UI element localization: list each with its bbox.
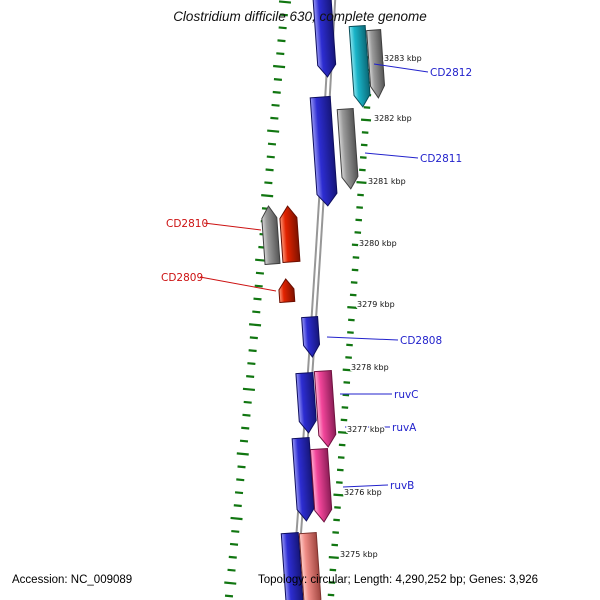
tick-mark	[342, 368, 353, 372]
tick-label: 3276 kbp	[344, 488, 382, 497]
tick-mark	[224, 594, 234, 598]
gene-arrow-ruvb	[291, 436, 315, 522]
tick-label: 3278 kbp	[351, 363, 389, 372]
tick-mark	[333, 493, 344, 497]
gene-arrow-cds-3	[309, 95, 338, 207]
gene-arrow-cd2812	[348, 25, 371, 108]
tick-mark	[276, 52, 285, 56]
tick-label: 3280 kbp	[359, 239, 397, 248]
tick-mark	[254, 284, 263, 288]
tick-mark	[261, 194, 274, 198]
tick-mark	[273, 78, 283, 81]
tick-mark	[239, 439, 249, 443]
label-pointer-line	[364, 152, 419, 159]
tick-label: 3279 kbp	[357, 300, 395, 309]
gene-label-ruvC[interactable]: ruvC	[394, 389, 419, 401]
label-pointer-line	[373, 63, 429, 73]
gene-label-ruvB[interactable]: ruvB	[390, 480, 414, 492]
tick-mark	[351, 243, 362, 247]
gene-arrow-ruvc	[295, 371, 317, 434]
tick-mark	[248, 349, 257, 353]
tick-mark	[278, 26, 287, 30]
gene-arrow-cds-5	[280, 531, 304, 600]
tick-mark	[338, 431, 349, 434]
gene-label-ruvA[interactable]: ruvA	[392, 422, 417, 434]
tick-mark	[231, 529, 240, 533]
status-accession: Accession: NC_009089	[12, 574, 133, 586]
tick-mark	[278, 0, 292, 4]
tick-label: 3282 kbp	[374, 114, 412, 123]
tick-mark	[237, 465, 246, 469]
tick-mark	[243, 400, 252, 404]
backbone-inner-line	[290, 0, 332, 600]
tick-mark	[249, 336, 258, 340]
tick-mark	[242, 387, 256, 392]
label-pointer-line	[199, 276, 277, 292]
tick-label: 3281 kbp	[368, 177, 406, 186]
tick-mark	[267, 129, 280, 133]
tick-mark	[347, 306, 358, 309]
gene-arrow-cds-1	[311, 0, 337, 78]
tick-label: 3283 kbp	[384, 54, 422, 63]
gene-arrow-feat-3	[298, 531, 322, 600]
gene-arrow-feat-2	[309, 447, 333, 523]
tick-mark	[253, 297, 262, 301]
gene-label-CD2812[interactable]: CD2812	[430, 67, 472, 79]
tick-mark	[227, 568, 236, 572]
tick-mark	[242, 413, 251, 417]
gene-label-CD2810[interactable]: CD2810	[166, 218, 208, 230]
tick-mark	[267, 142, 277, 146]
tick-mark	[224, 581, 237, 585]
gene-label-CD2809[interactable]: CD2809	[161, 272, 203, 284]
label-pointer-line	[342, 484, 389, 488]
tick-mark	[279, 13, 288, 17]
gene-arrow-cd2808	[301, 315, 321, 358]
tick-mark	[266, 155, 275, 159]
tick-mark	[264, 181, 273, 185]
tick-mark	[228, 555, 237, 559]
tick-mark	[271, 103, 280, 107]
tick-mark	[247, 362, 256, 366]
tick-mark	[356, 181, 367, 184]
label-pointer-line	[326, 336, 399, 341]
tick-mark	[229, 542, 239, 546]
tick-mark	[277, 39, 286, 43]
gene-label-CD2808[interactable]: CD2808	[400, 335, 442, 347]
backbone-outer-line	[294, 0, 337, 600]
gene-arrow-cd2809	[278, 278, 296, 304]
tick-mark	[265, 168, 274, 172]
gene-arrow-cd2810	[279, 205, 301, 264]
map-title: Clostridium difficile 630, complete geno…	[173, 9, 427, 24]
tick-mark	[246, 375, 255, 378]
tick-mark	[236, 478, 245, 482]
tick-mark	[234, 491, 244, 495]
tick-mark	[272, 90, 281, 94]
tick-mark	[252, 310, 261, 314]
tick-mark	[230, 516, 243, 521]
gene-arrow-cds-4	[261, 205, 281, 265]
tick-mark	[328, 556, 339, 559]
tick-mark	[248, 323, 262, 327]
tick-mark	[360, 118, 372, 122]
tick-mark	[255, 271, 265, 275]
status-topology: Topology: circular; Length: 4,290,252 bp…	[258, 574, 539, 586]
tick-mark	[273, 64, 286, 69]
tick-label: 3277 kbp	[347, 425, 385, 434]
tick-mark	[236, 452, 249, 456]
tick-mark	[233, 504, 242, 508]
gene-label-CD2811[interactable]: CD2811	[420, 153, 462, 165]
gene-arrow-cd2811	[336, 108, 359, 190]
label-pointer-line	[203, 222, 262, 231]
tick-label: 3275 kbp	[340, 550, 378, 559]
tick-mark	[270, 116, 279, 120]
tick-mark	[241, 426, 250, 430]
gene-arrow-feat-1	[313, 369, 337, 448]
